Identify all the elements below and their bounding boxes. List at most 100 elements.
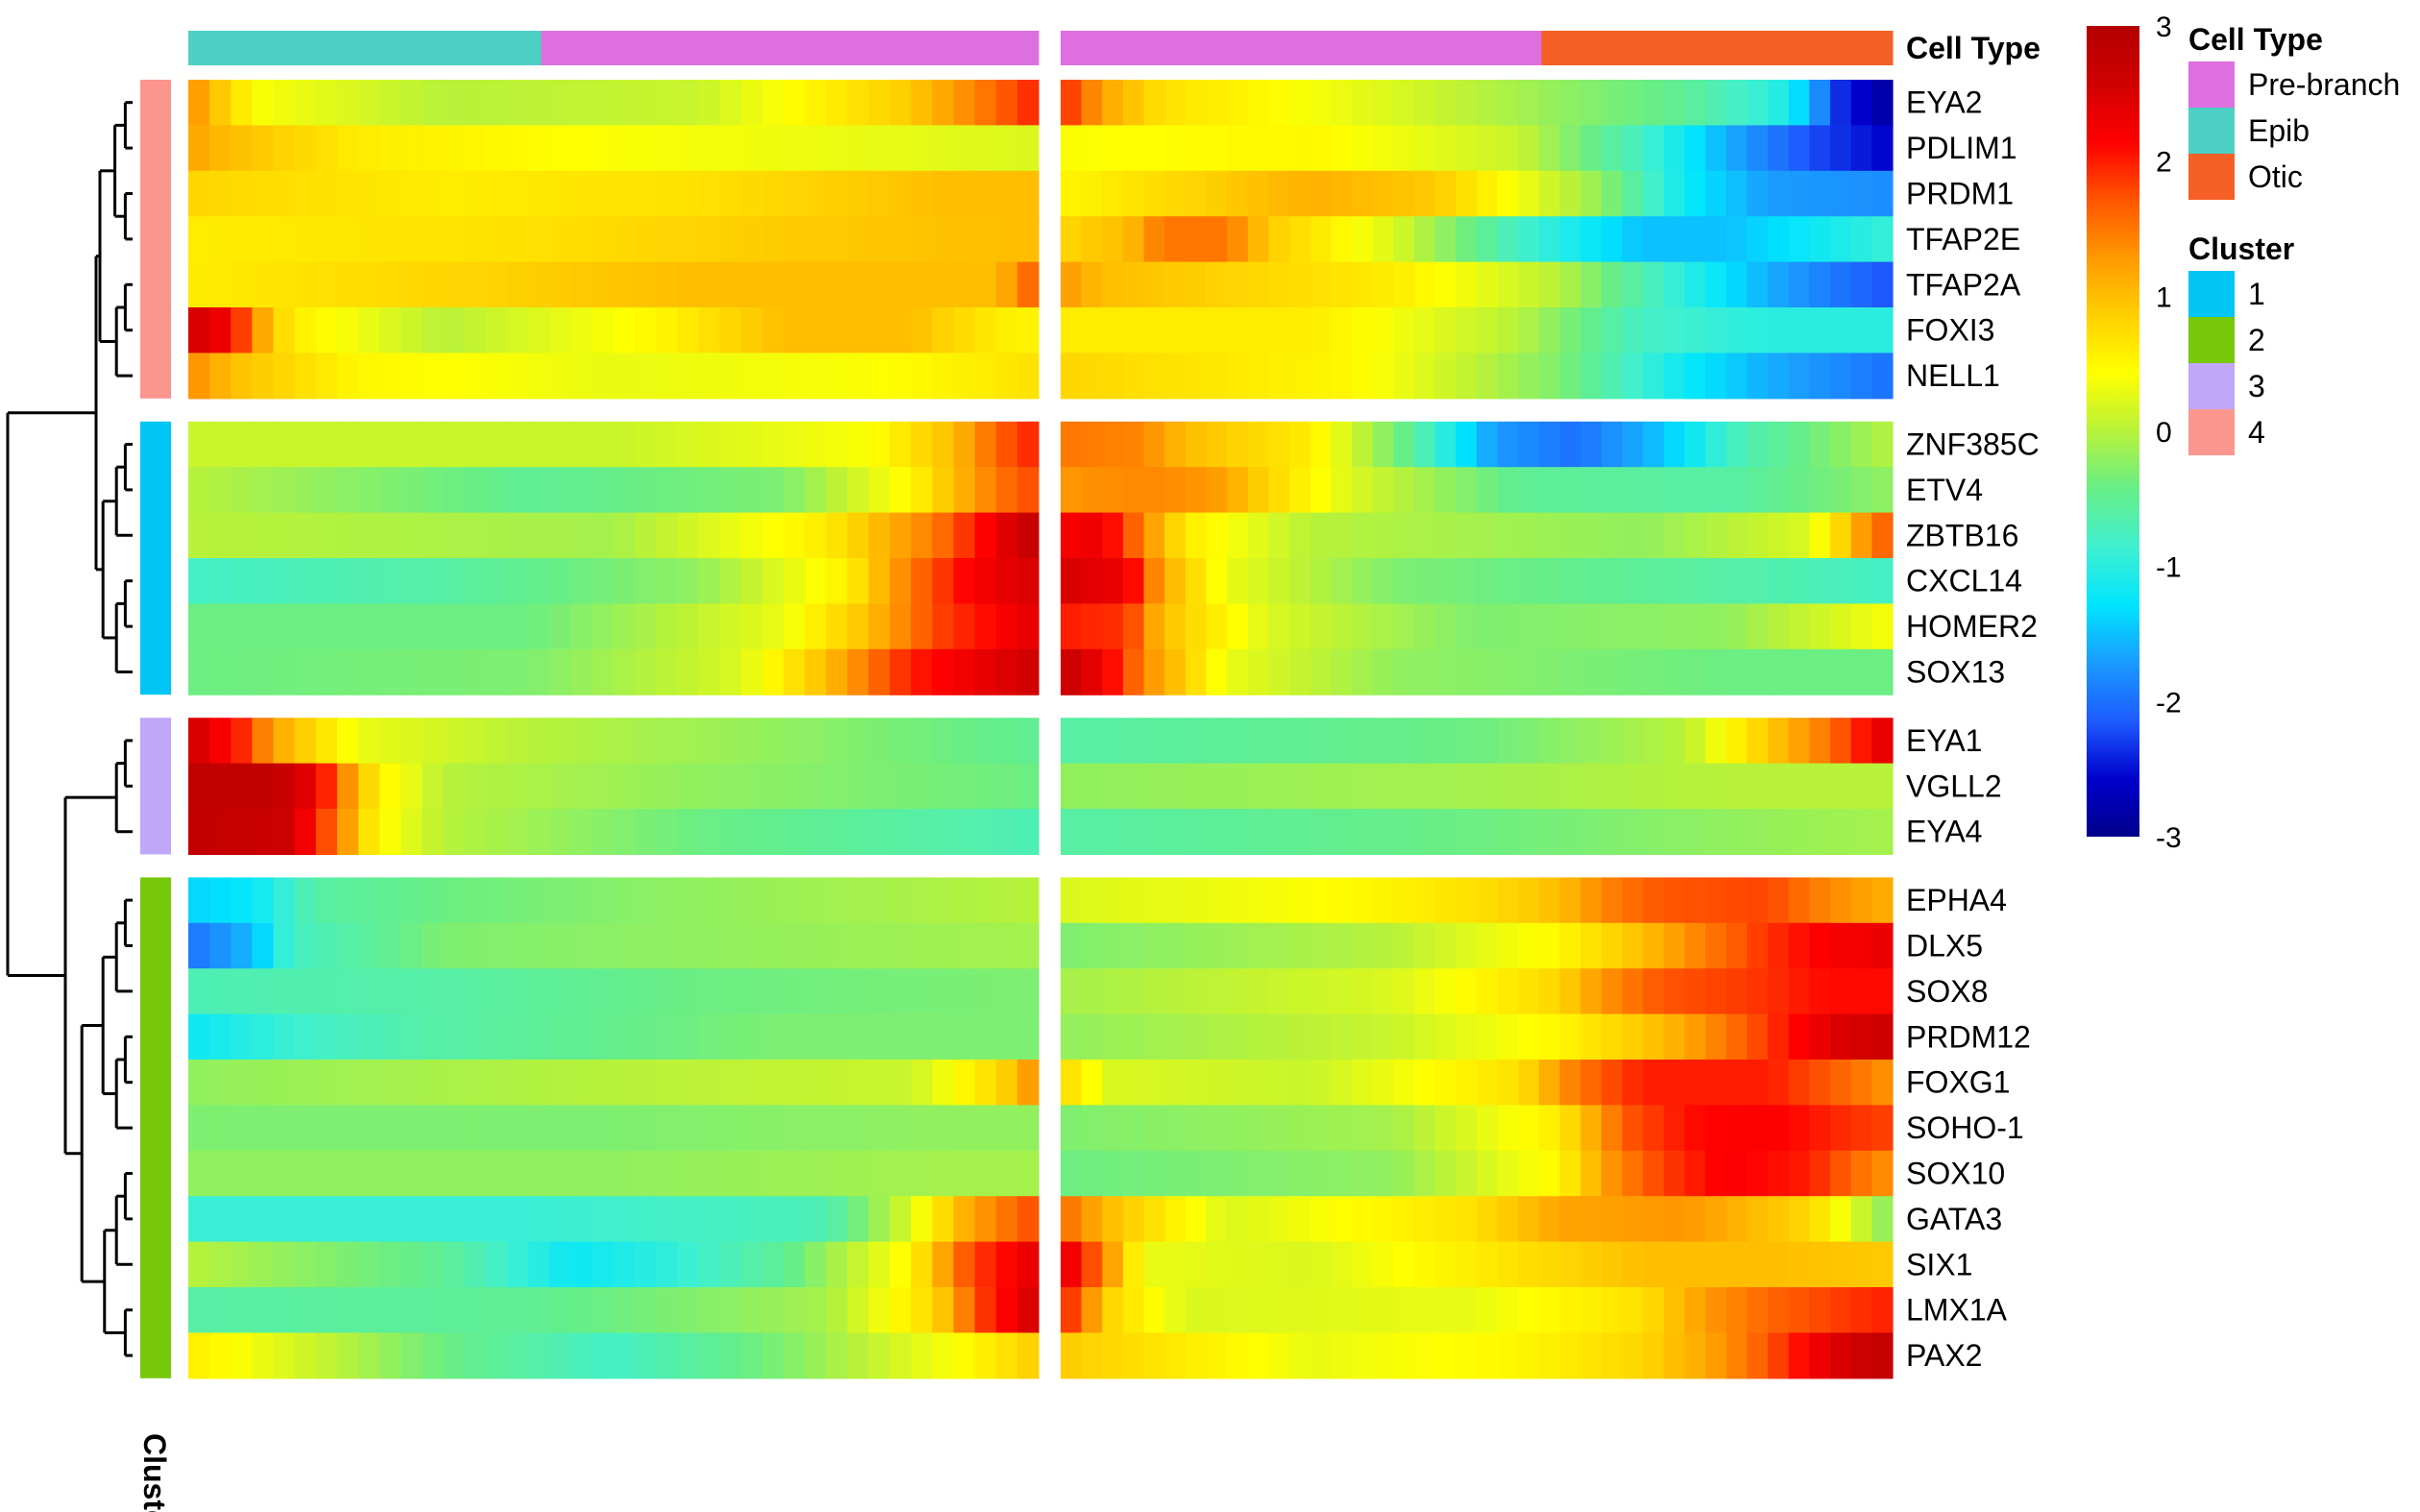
heatmap-cell <box>1518 353 1540 400</box>
cell-type-legend-title: Cell Type <box>2188 22 2323 57</box>
heatmap-cell <box>868 968 891 1015</box>
heatmap-cell <box>1081 1332 1103 1379</box>
heatmap-cell <box>294 307 317 354</box>
heatmap-cell <box>1643 1105 1665 1152</box>
heatmap-cell <box>762 558 785 604</box>
heatmap-cell <box>1122 467 1145 514</box>
heatmap-cell <box>1143 1105 1165 1152</box>
heatmap-cell <box>1663 170 1686 217</box>
heatmap-cell <box>1102 467 1124 514</box>
heatmap-cell <box>1684 125 1706 172</box>
heatmap-cell <box>1081 1060 1103 1106</box>
heatmap-cell <box>1830 1060 1852 1106</box>
heatmap-cell <box>1663 922 1686 969</box>
heatmap-cell <box>953 170 976 217</box>
heatmap-cell <box>655 421 678 468</box>
heatmap-cell <box>762 307 785 354</box>
heatmap-cell <box>974 558 997 604</box>
heatmap-cell <box>1830 1332 1852 1379</box>
heatmap-cell <box>974 1150 997 1197</box>
heatmap-cell <box>783 809 806 855</box>
heatmap-cell <box>1850 968 1872 1015</box>
heatmap-cell <box>1393 1105 1415 1152</box>
heatmap-cell <box>1788 467 1810 514</box>
heatmap-cell <box>911 558 933 604</box>
heatmap-cell <box>698 216 721 263</box>
heatmap-cell <box>1434 421 1456 468</box>
heatmap-cell <box>336 1060 359 1106</box>
heatmap-cell <box>1331 1332 1353 1379</box>
heatmap-cell <box>1185 125 1208 172</box>
heatmap-cell <box>358 1241 380 1288</box>
heatmap-cell <box>358 648 380 695</box>
heatmap-cell <box>953 1013 976 1061</box>
heatmap-cell <box>676 603 699 650</box>
cluster-legend-swatch <box>2188 317 2235 363</box>
heatmap-cell <box>911 170 933 217</box>
heatmap-cell <box>720 603 742 650</box>
heatmap-cell <box>1622 1150 1644 1197</box>
heatmap-cell <box>550 1196 572 1243</box>
heatmap-cell <box>1768 1241 1790 1288</box>
heatmap-cell <box>762 922 785 969</box>
heatmap-cell <box>1393 467 1415 514</box>
heatmap-cell <box>995 170 1018 217</box>
heatmap-cell <box>1871 809 1894 855</box>
heatmap-cell <box>1081 809 1103 855</box>
heatmap-cell <box>443 648 466 695</box>
heatmap-cell <box>868 1105 891 1152</box>
heatmap-cell <box>336 125 359 172</box>
heatmap-cell <box>613 648 636 695</box>
heatmap-cell <box>953 80 976 126</box>
heatmap-cell <box>1414 877 1436 924</box>
heatmap-cell <box>1663 125 1686 172</box>
heatmap-cell <box>1227 467 1249 514</box>
heatmap-cell <box>1455 968 1478 1015</box>
heatmap-cell <box>698 809 721 855</box>
heatmap-cell <box>571 307 593 354</box>
heatmap-cell <box>911 922 933 969</box>
heatmap-cell <box>890 1332 912 1379</box>
heatmap-cell <box>1477 603 1499 650</box>
heatmap-cell <box>890 170 912 217</box>
heatmap-cell <box>336 1150 359 1197</box>
cell-type-segment <box>541 31 1039 65</box>
heatmap-cell <box>1663 603 1686 650</box>
heatmap-cell <box>1601 877 1624 924</box>
heatmap-cell <box>1725 877 1748 924</box>
heatmap-cell <box>1871 216 1894 263</box>
heatmap-cell <box>528 1332 550 1379</box>
heatmap-cell <box>379 1287 402 1333</box>
heatmap-cell <box>868 648 891 695</box>
heatmap-cell <box>1871 558 1894 604</box>
heatmap-cell <box>1372 353 1394 400</box>
heatmap-cell <box>613 1196 636 1243</box>
heatmap-cell <box>1309 809 1332 855</box>
heatmap-cell <box>1601 603 1624 650</box>
heatmap-cell <box>1247 216 1270 263</box>
heatmap-cell <box>1393 125 1415 172</box>
heatmap-cell <box>1434 80 1456 126</box>
heatmap-cell <box>676 763 699 810</box>
heatmap-cell <box>1850 1196 1872 1243</box>
heatmap-cell <box>1061 1060 1083 1106</box>
heatmap-cell <box>868 922 891 969</box>
heatmap-cell <box>783 1105 806 1152</box>
heatmap-cell <box>209 763 232 810</box>
heatmap-cell <box>953 648 976 695</box>
heatmap-cell <box>1768 512 1790 559</box>
heatmap-cell <box>1164 353 1186 400</box>
heatmap-cell <box>1206 603 1228 650</box>
heatmap-cell <box>634 809 657 855</box>
heatmap-cell <box>422 1105 445 1152</box>
heatmap-cell <box>443 512 466 559</box>
heatmap-cell <box>804 512 827 559</box>
heatmap-cell <box>252 648 275 695</box>
heatmap-cell <box>1725 922 1748 969</box>
heatmap-cell <box>846 922 869 969</box>
heatmap-cell <box>401 1241 423 1288</box>
heatmap-cell <box>485 968 508 1015</box>
heatmap-cell <box>1061 1105 1083 1152</box>
heatmap-cell <box>1788 968 1810 1015</box>
heatmap-cell <box>315 968 338 1015</box>
